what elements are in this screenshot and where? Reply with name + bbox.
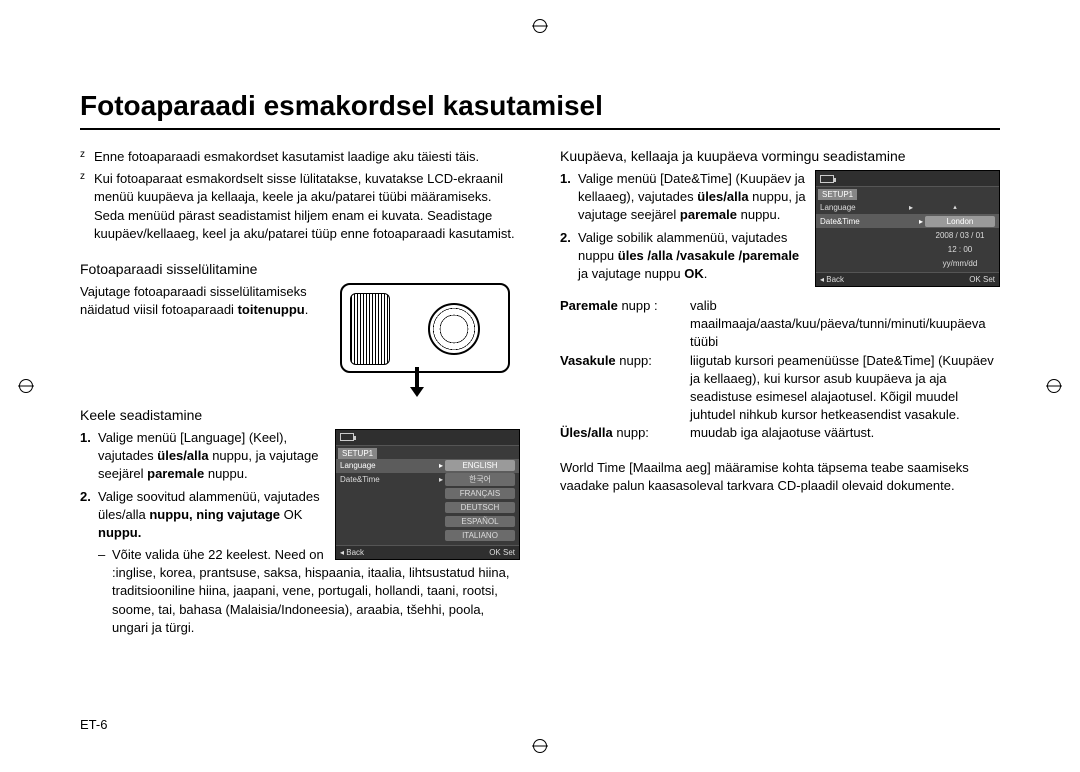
text: ja vajutage nuppu [578, 266, 684, 281]
crop-mark [532, 738, 548, 754]
page-number: ET-6 [80, 717, 107, 732]
text-bold: nuppu, ning vajutage [149, 507, 280, 522]
kv-row: Üles/alla nupp: muudab iga alajaotuse vä… [560, 424, 1000, 442]
section1-text: Vajutage fotoaparaadi sisselülitamiseks … [80, 283, 330, 319]
text-bold: OK [684, 266, 704, 281]
text-bold: üles/alla [157, 448, 208, 463]
kv-row: Vasakule nupp: liigutab kursori peamenüü… [560, 352, 1000, 425]
step-item: Valige sobilik alammenüü, vajutades nupp… [560, 229, 1000, 284]
crop-mark [1046, 378, 1062, 394]
intro-list: Enne fotoaparaadi esmakordset kasutamist… [80, 148, 520, 243]
text-bold: üles/alla [697, 189, 748, 204]
section-heading: Keele seadistamine [80, 407, 520, 423]
text-bold: nuppu. [98, 525, 141, 540]
power-arrow-icon [410, 367, 424, 397]
key-rest: nupp : [618, 298, 658, 313]
intro-item: Enne fotoaparaadi esmakordset kasutamist… [80, 148, 520, 166]
text-bold: paremale [147, 466, 204, 481]
text-bold: üles /alla /vasakule /paremale [618, 248, 799, 263]
key-bold: Vasakule [560, 353, 616, 368]
step-item: Valige menüü [Date&Time] (Kuupäev ja kel… [560, 170, 1000, 225]
text-bold: paremale [680, 207, 737, 222]
right-column: Kuupäeva, kellaaja ja kuupäeva vormingu … [560, 148, 1000, 641]
footnote: World Time [Maailma aeg] määramise kohta… [560, 459, 1000, 495]
step-item: Valige menüü [Language] (Keel), vajutade… [80, 429, 520, 484]
text: . [704, 266, 708, 281]
key-rest: nupp: [616, 353, 652, 368]
section-heading: Kuupäeva, kellaaja ja kuupäeva vormingu … [560, 148, 1000, 164]
crop-mark [532, 18, 548, 34]
intro-item: Kui fotoaparaat esmakordselt sisse lülit… [80, 170, 520, 243]
text-bold: toitenuppu [238, 302, 305, 317]
language-steps: Valige menüü [Language] (Keel), vajutade… [80, 429, 520, 637]
kv-row: Paremale nupp : valib maailmaaja/aasta/k… [560, 297, 1000, 352]
page-title: Fotoaparaadi esmakordsel kasutamisel [80, 90, 1000, 130]
section-heading: Fotoaparaadi sisselülitamine [80, 261, 520, 277]
key-bold: Üles/alla [560, 425, 613, 440]
text: . [305, 302, 309, 317]
camera-illustration [340, 283, 520, 393]
key-bold: Paremale [560, 298, 618, 313]
left-column: Enne fotoaparaadi esmakordset kasutamist… [80, 148, 520, 641]
camera-lens [428, 303, 480, 355]
step-item: Valige soovitud alammenüü, vajutades üle… [80, 488, 520, 638]
button-description-table: Paremale nupp : valib maailmaaja/aasta/k… [560, 297, 1000, 443]
crop-mark [18, 378, 34, 394]
text: nuppu. [204, 466, 247, 481]
camera-grip [350, 293, 390, 365]
value: liigutab kursori peamenüüsse [Date&Time]… [690, 352, 1000, 425]
text: OK [280, 507, 302, 522]
key-rest: nupp: [613, 425, 649, 440]
camera-body [340, 283, 510, 373]
value: valib maailmaaja/aasta/kuu/päeva/tunni/m… [690, 297, 1000, 352]
value: muudab iga alajaotuse väärtust. [690, 424, 1000, 442]
substep-item: Võite valida ühe 22 keelest. Need on :in… [98, 546, 520, 637]
text: nuppu. [737, 207, 780, 222]
